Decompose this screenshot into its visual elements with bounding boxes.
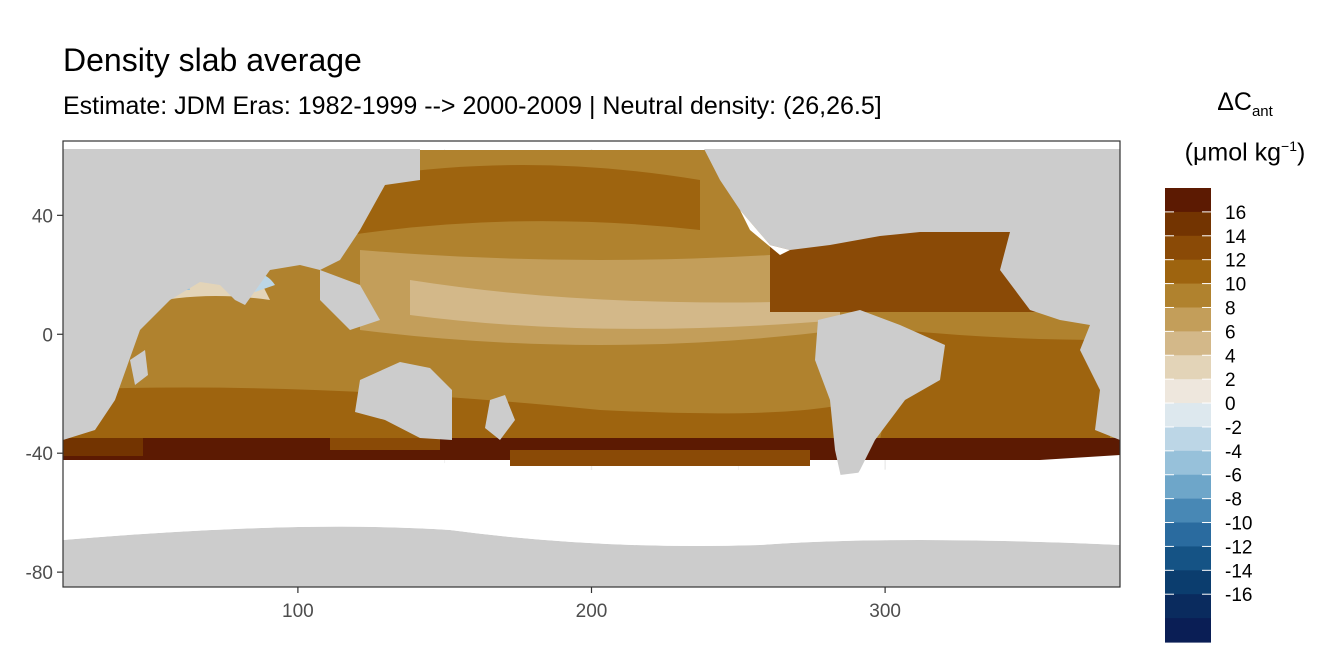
land-europe [1060,141,1120,230]
legend-unit-close: ) [1297,138,1306,167]
x-tick-label: 100 [282,601,314,622]
legend-label: -14 [1225,561,1253,582]
land-australia [355,362,452,440]
land-southeast-asia [320,270,380,330]
y-tick-label: -40 [26,444,53,465]
legend-label: 14 [1225,227,1247,248]
chart-title: Density slab average [63,42,362,78]
land-masses [63,141,1120,587]
y-tick-label: 40 [32,206,53,227]
band-southern-pacific-south [510,450,810,466]
legend-swatch [1165,188,1211,213]
legend-swatch [1165,235,1211,261]
land-eurasia-africa [63,141,420,440]
legend-swatch [1165,283,1211,309]
chart-subtitle: Estimate: JDM Eras: 1982-1999 --> 2000-2… [63,92,882,120]
band-equatorial-pacific [410,280,840,329]
y-axis: 40 0 -40 -80 [26,206,63,584]
legend-title-symbol: ΔC [1217,88,1252,116]
legend-swatch [1165,450,1211,476]
legend-swatch [1165,259,1211,285]
map-panel [63,141,1120,587]
legend-label: -2 [1225,418,1242,439]
land-north-america [700,141,1120,250]
x-tick-label: 300 [869,601,901,622]
legend-label: 4 [1225,346,1236,367]
legend-label: -8 [1225,490,1242,511]
x-tick-label: 200 [576,601,608,622]
legend-label: -6 [1225,466,1242,487]
legend-swatch [1165,474,1211,500]
legend-label: 10 [1225,275,1246,296]
legend-unit: (μmol kg−1) [1150,138,1340,167]
legend-label: 2 [1225,370,1236,391]
y-tick-label: -80 [26,563,53,584]
legend-title-subscript: ant [1251,103,1273,120]
legend-label: 6 [1225,322,1236,343]
land-new-zealand [485,395,515,440]
legend-label: 16 [1225,203,1246,224]
y-tick-label: 0 [42,325,53,346]
legend-swatch [1165,403,1211,428]
legend-swatch [1165,331,1211,356]
no-data-gulf [740,210,790,255]
legend-unit-open: (μmol kg [1184,138,1282,167]
legend-swatch [1165,594,1211,619]
land-madagascar [130,350,148,385]
no-data-top [63,141,1120,149]
legend-swatch [1165,307,1211,332]
band-southern-ocean-indian [330,438,440,450]
legend-label: -4 [1225,442,1242,463]
band-north-pacific [350,165,700,235]
legend-colorbar: 16 14 12 108 6 4 2 0 -2 -4 -6 -8 -10-12 -14 -16 [1165,188,1253,643]
legend-swatch [1165,546,1211,571]
legend-title: ΔCant [1150,88,1340,120]
legend-unit-sup: −1 [1281,138,1297,154]
band-southern-subtropics [63,387,860,440]
legend-swatch [1165,522,1211,548]
no-data-southern-ocean [63,455,1120,546]
legend-swatch [1165,498,1211,524]
legend-swatch [1165,379,1211,404]
legend-swatch [1165,618,1211,643]
legend-label: 8 [1225,298,1236,319]
x-axis: 100 200 300 [282,587,901,622]
land-south-america [815,310,945,495]
legend-label: -10 [1225,514,1252,535]
land-africa-east-atlantic [1000,232,1120,440]
band-southern-ocean-west [63,438,143,456]
legend-swatch [1165,426,1211,452]
legend-label: 12 [1225,251,1246,272]
land-antarctica [63,526,1120,587]
legend-swatch [1165,211,1211,237]
legend-label: 0 [1225,394,1236,415]
legend-label: -16 [1225,585,1252,606]
legend-label: -12 [1225,537,1252,558]
legend-swatch [1165,570,1211,595]
legend-swatch [1165,355,1211,380]
